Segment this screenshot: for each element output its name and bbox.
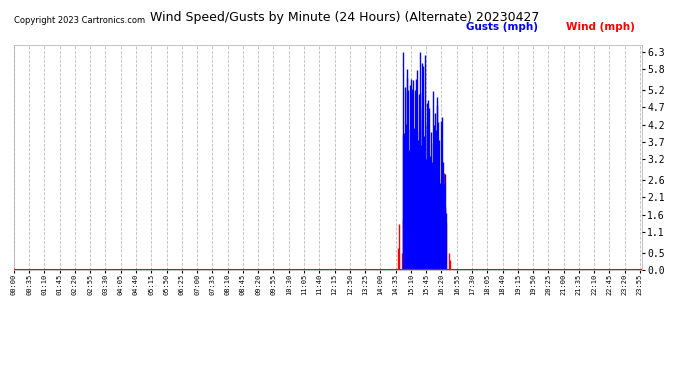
Text: Gusts (mph): Gusts (mph) (466, 22, 538, 33)
Text: Copyright 2023 Cartronics.com: Copyright 2023 Cartronics.com (14, 16, 145, 25)
Text: Wind (mph): Wind (mph) (566, 22, 635, 33)
Text: Wind Speed/Gusts by Minute (24 Hours) (Alternate) 20230427: Wind Speed/Gusts by Minute (24 Hours) (A… (150, 11, 540, 24)
